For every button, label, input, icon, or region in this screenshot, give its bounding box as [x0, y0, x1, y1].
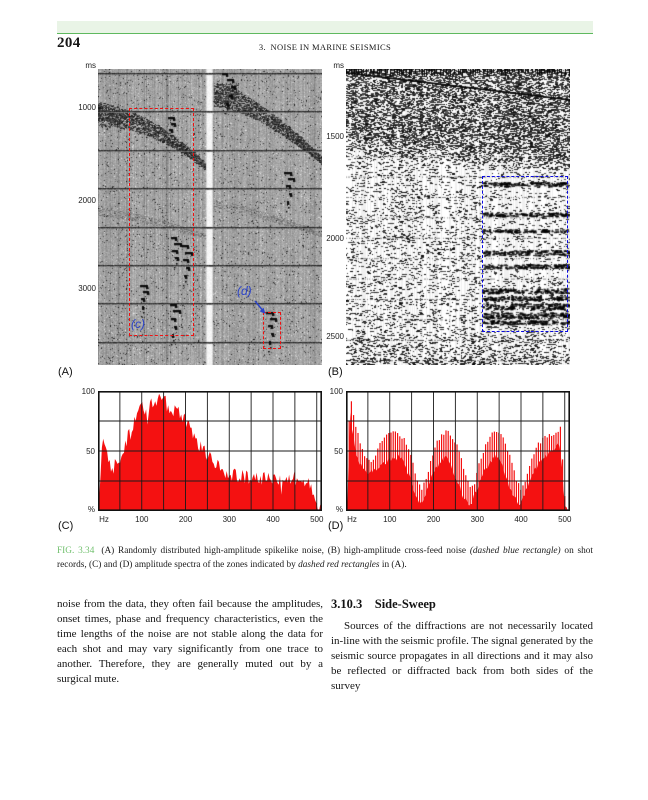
- ms-axis-tick-label: 2500: [326, 332, 344, 341]
- ms-axis-tick-label: 3000: [78, 284, 96, 293]
- body-paragraph-right: Sources of the diffractions are not nece…: [331, 619, 593, 692]
- x-axis-tick-label: 300: [222, 515, 236, 524]
- ms-axis-unit-b: ms: [333, 61, 344, 70]
- x-axis-tick-label: 300: [470, 515, 484, 524]
- y-axis-unit-label: %: [335, 505, 343, 514]
- ms-axis-tick-label: 2000: [326, 234, 344, 243]
- y-axis-unit-label: %: [87, 505, 95, 514]
- ms-axis-tick-label: 2000: [78, 196, 96, 205]
- x-axis-tick-label: 100: [383, 515, 397, 524]
- dashed-red-rectangle-d: [263, 312, 281, 349]
- x-axis-unit-label: Hz: [347, 515, 357, 524]
- spectrum-plot-C: [98, 391, 322, 511]
- spectrum-plot-D: [346, 391, 570, 511]
- page-number: 204: [57, 35, 81, 51]
- y-axis-tick-label: 50: [86, 447, 95, 456]
- y-axis-tick-label: 100: [329, 387, 343, 396]
- ms-axis-unit-a: ms: [85, 61, 96, 70]
- annotation-d-label: (d): [237, 284, 252, 298]
- x-axis-tick-label: 200: [178, 515, 193, 524]
- y-axis-tick-label: 100: [81, 387, 95, 396]
- section-heading: 3.10.3 Side-Sweep: [331, 597, 436, 611]
- panel-label-c: (C): [58, 520, 74, 532]
- panel-label-a: (A): [58, 366, 73, 378]
- x-axis-tick-label: 500: [310, 515, 324, 524]
- seismic-record-panel-a: [98, 69, 322, 365]
- figure-caption-text: (A) Randomly distributed high-amplitude …: [57, 546, 593, 570]
- y-axis-tick-label: 50: [334, 447, 343, 456]
- caption-segment: (A) Randomly distributed high-amplitude …: [101, 546, 470, 556]
- seismic-record-panel-b: [346, 69, 570, 365]
- x-axis-tick-label: 400: [514, 515, 528, 524]
- figure-caption-number: FIG. 3.34: [57, 546, 95, 556]
- body-column-left: noise from the data, they often fail bec…: [57, 597, 323, 686]
- figure-caption: FIG. 3.34 (A) Randomly distributed high-a…: [57, 545, 593, 572]
- caption-segment: (dashed blue rectangle): [469, 546, 561, 556]
- caption-segment: in (A).: [379, 559, 407, 570]
- x-axis-tick-label: 100: [135, 515, 149, 524]
- annotation-c-label: (c): [131, 317, 145, 331]
- x-axis-tick-label: 200: [426, 515, 441, 524]
- panel-label-b: (B): [328, 366, 343, 378]
- running-head: 3. NOISE IN MARINE SEISMICS: [258, 42, 392, 52]
- dashed-blue-rectangle: [482, 176, 568, 332]
- ms-axis-tick-label: 1000: [78, 103, 96, 112]
- body-paragraph-left: noise from the data, they often fail bec…: [57, 598, 323, 685]
- dashed-red-rectangle-c: [129, 108, 194, 336]
- x-axis-tick-label: 400: [266, 515, 280, 524]
- caption-segment: dashed red rectangles: [298, 559, 380, 570]
- body-column-right: 3.10.3 Side-Sweep Sources of the diffrac…: [331, 597, 593, 693]
- ms-axis-tick-label: 1500: [326, 132, 344, 141]
- caption-segment: on shot records, (C) and (D) amplitude s…: [57, 546, 593, 570]
- x-axis-unit-label: Hz: [99, 515, 109, 524]
- panel-label-d: (D): [328, 520, 344, 532]
- annotation-d-arrow-icon: [254, 300, 266, 314]
- x-axis-tick-label: 500: [558, 515, 572, 524]
- header-band: [57, 21, 593, 34]
